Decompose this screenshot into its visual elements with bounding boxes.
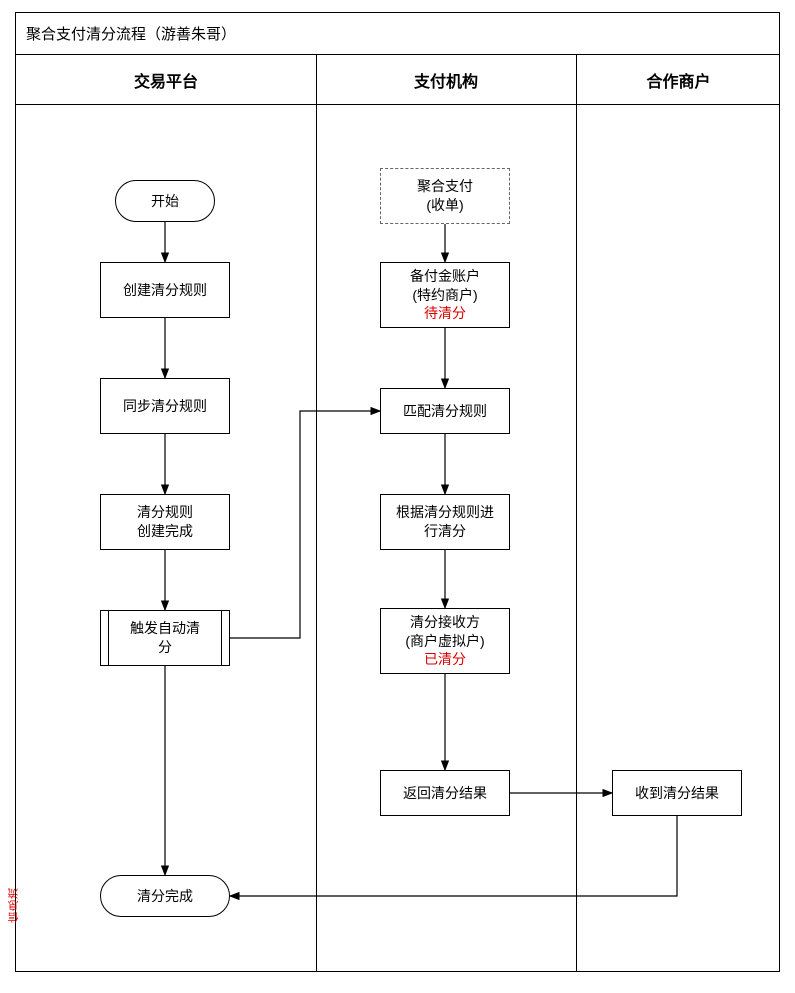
- node-label: 触发自动清: [130, 619, 200, 638]
- node-end: 清分完成: [100, 875, 230, 917]
- node-label: 聚合支付: [417, 177, 473, 196]
- lane-header-lane_b: 支付机构: [316, 55, 576, 105]
- node-b1: 备付金账户(特约商户)待清分: [380, 262, 510, 328]
- node-a3: 清分规则创建完成: [100, 494, 230, 550]
- node-label: 清分完成: [137, 887, 193, 906]
- node-c1: 收到清分结果: [612, 770, 742, 816]
- node-label: 返回清分结果: [403, 784, 487, 803]
- node-label: 清分规则: [137, 503, 193, 522]
- node-start: 开始: [115, 180, 215, 222]
- node-label: (收单): [426, 196, 463, 215]
- node-label: (商户虚拟户): [405, 632, 484, 651]
- node-status: 已清分: [424, 650, 466, 669]
- lane-divider: [576, 55, 577, 971]
- node-label: 收到清分结果: [635, 784, 719, 803]
- node-label: 匹配清分规则: [403, 402, 487, 421]
- outer-frame: 聚合支付清分流程（游善朱哥） 交易平台支付机构合作商户: [15, 12, 780, 972]
- node-label: (特约商户): [412, 286, 477, 305]
- diagram-title: 聚合支付清分流程（游善朱哥）: [16, 13, 779, 55]
- node-label: 分: [158, 638, 172, 657]
- node-a1: 创建清分规则: [100, 262, 230, 318]
- node-b0: 聚合支付(收单): [380, 168, 510, 224]
- diagram-canvas: 聚合支付清分流程（游善朱哥） 交易平台支付机构合作商户 信息流 开始创建清分规则…: [0, 0, 795, 993]
- node-label: 行清分: [424, 522, 466, 541]
- node-label: 清分接收方: [410, 613, 480, 632]
- node-label: 创建清分规则: [123, 281, 207, 300]
- lane-header-lane_c: 合作商户: [576, 55, 781, 105]
- node-b3: 根据清分规则进行清分: [380, 494, 510, 550]
- node-b5: 返回清分结果: [380, 770, 510, 816]
- node-label: 开始: [151, 192, 179, 211]
- lane-headers: 交易平台支付机构合作商户: [16, 55, 779, 105]
- node-label: 创建完成: [137, 522, 193, 541]
- node-label: 同步清分规则: [123, 397, 207, 416]
- watermark-text: 信息流: [6, 887, 22, 923]
- node-label: 根据清分规则进: [396, 503, 494, 522]
- title-text: 聚合支付清分流程（游善朱哥）: [26, 23, 236, 44]
- node-b4: 清分接收方(商户虚拟户)已清分: [380, 608, 510, 674]
- node-a4: 触发自动清分: [100, 610, 230, 666]
- node-status: 待清分: [424, 304, 466, 323]
- node-label: 备付金账户: [410, 267, 480, 286]
- node-a2: 同步清分规则: [100, 378, 230, 434]
- node-b2: 匹配清分规则: [380, 388, 510, 434]
- lane-header-lane_a: 交易平台: [16, 55, 316, 105]
- lane-divider: [316, 55, 317, 971]
